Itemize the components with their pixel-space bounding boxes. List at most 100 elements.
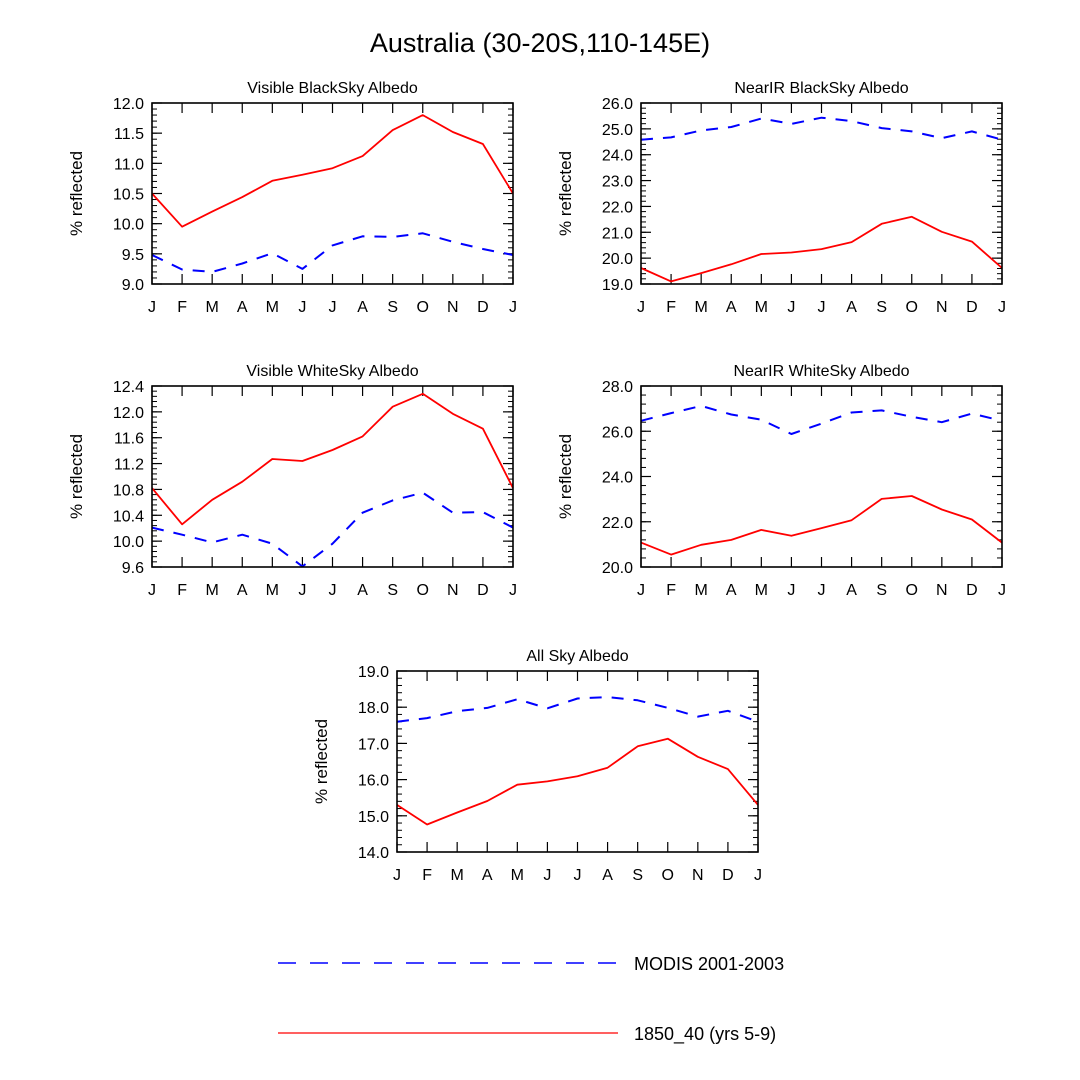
x-tick-label: A bbox=[846, 582, 857, 599]
plot-frame bbox=[396, 670, 759, 853]
x-tick-label: M bbox=[755, 299, 768, 316]
y-axis-label: % reflected bbox=[67, 434, 86, 519]
y-tick-label: 10.5 bbox=[113, 187, 144, 204]
x-tick-label: J bbox=[818, 582, 826, 599]
plot-frame bbox=[640, 385, 1003, 568]
plot-frame bbox=[640, 102, 1003, 285]
x-tick-label: M bbox=[695, 582, 708, 599]
y-tick-label: 26.0 bbox=[602, 96, 633, 113]
figure-title: Australia (30-20S,110-145E) bbox=[370, 28, 710, 58]
series-line-model bbox=[151, 392, 514, 526]
series-line-modis bbox=[151, 232, 514, 273]
panel-title: Visible WhiteSky Albedo bbox=[246, 363, 418, 380]
x-tick-label: A bbox=[237, 299, 248, 316]
x-tick-label: F bbox=[177, 582, 187, 599]
panel-title: Visible BlackSky Albedo bbox=[247, 80, 418, 97]
y-tick-label: 20.0 bbox=[602, 560, 633, 577]
x-tick-label: S bbox=[387, 299, 398, 316]
legend: MODIS 2001-2003 1850_40 (yrs 5-9) bbox=[278, 954, 784, 1045]
y-tick-label: 11.0 bbox=[114, 156, 144, 173]
y-tick-label: 18.0 bbox=[358, 700, 389, 717]
x-tick-label: M bbox=[206, 299, 219, 316]
y-tick-label: 12.0 bbox=[113, 96, 144, 113]
x-tick-label: A bbox=[846, 299, 857, 316]
x-tick-label: A bbox=[726, 299, 737, 316]
x-tick-label: S bbox=[387, 582, 398, 599]
x-tick-label: D bbox=[966, 299, 978, 316]
y-tick-label: 11.5 bbox=[114, 126, 144, 143]
x-tick-label: J bbox=[148, 582, 156, 599]
x-tick-label: O bbox=[906, 582, 918, 599]
x-tick-label: N bbox=[447, 582, 459, 599]
chart-panel-4: NearIR WhiteSky Albedo % reflected J F M A M J J… bbox=[556, 363, 1006, 599]
x-tick-label: J bbox=[393, 867, 401, 884]
y-tick-label: 25.0 bbox=[602, 122, 633, 139]
x-tick-label: D bbox=[477, 299, 489, 316]
series-line-modis bbox=[640, 116, 1003, 141]
chart-panel-1: Visible BlackSky Albedo % reflected J F M A M J… bbox=[67, 80, 517, 316]
y-axis-label: % reflected bbox=[556, 434, 575, 519]
y-tick-label: 17.0 bbox=[358, 736, 389, 753]
chart-panels: Visible BlackSky Albedo % reflected J F M A M J… bbox=[67, 80, 1006, 884]
legend-label-modis: MODIS 2001-2003 bbox=[634, 954, 784, 974]
x-tick-label: J bbox=[329, 299, 337, 316]
y-tick-label: 12.4 bbox=[113, 379, 144, 396]
x-tick-label: M bbox=[755, 582, 768, 599]
x-tick-label: M bbox=[695, 299, 708, 316]
x-tick-label: J bbox=[637, 299, 645, 316]
x-tick-label: J bbox=[998, 299, 1006, 316]
x-tick-label: S bbox=[632, 867, 643, 884]
x-tick-label: O bbox=[417, 299, 429, 316]
x-tick-label: D bbox=[722, 867, 734, 884]
y-tick-label: 19.0 bbox=[358, 664, 389, 681]
y-tick-label: 19.0 bbox=[602, 277, 633, 294]
x-tick-label: J bbox=[754, 867, 762, 884]
x-tick-label: M bbox=[266, 299, 279, 316]
y-tick-label: 10.0 bbox=[113, 534, 144, 551]
y-tick-label: 22.0 bbox=[602, 515, 633, 532]
x-tick-label: A bbox=[602, 867, 613, 884]
x-tick-label: A bbox=[357, 299, 368, 316]
y-tick-label: 23.0 bbox=[602, 174, 633, 191]
x-tick-label: J bbox=[329, 582, 337, 599]
x-tick-label: A bbox=[237, 582, 248, 599]
y-tick-label: 11.6 bbox=[114, 431, 144, 448]
panel-title: All Sky Albedo bbox=[526, 648, 628, 665]
y-tick-label: 26.0 bbox=[602, 424, 633, 441]
x-tick-label: F bbox=[177, 299, 187, 316]
y-tick-label: 28.0 bbox=[602, 379, 633, 396]
chart-panel-2: NearIR BlackSky Albedo % reflected J F M A M J J… bbox=[556, 80, 1006, 316]
y-tick-label: 10.0 bbox=[113, 217, 144, 234]
y-axis-label: % reflected bbox=[312, 719, 331, 804]
x-tick-label: A bbox=[726, 582, 737, 599]
x-tick-label: N bbox=[936, 299, 948, 316]
x-tick-label: S bbox=[876, 582, 887, 599]
x-tick-label: M bbox=[511, 867, 524, 884]
plot-frame bbox=[151, 102, 514, 285]
x-tick-label: N bbox=[692, 867, 704, 884]
x-tick-label: J bbox=[998, 582, 1006, 599]
x-tick-label: O bbox=[417, 582, 429, 599]
x-tick-label: J bbox=[637, 582, 645, 599]
chart-panel-3: Visible WhiteSky Albedo % reflected J F M A M J… bbox=[67, 363, 517, 599]
series-line-model bbox=[640, 495, 1003, 556]
x-tick-label: O bbox=[906, 299, 918, 316]
y-axis-label: % reflected bbox=[556, 151, 575, 236]
x-tick-label: D bbox=[966, 582, 978, 599]
x-tick-label: F bbox=[666, 582, 676, 599]
y-tick-label: 15.0 bbox=[358, 809, 389, 826]
x-tick-label: J bbox=[298, 299, 306, 316]
x-tick-label: J bbox=[509, 299, 517, 316]
plot-frame bbox=[151, 385, 514, 568]
series-line-modis bbox=[640, 404, 1003, 435]
x-tick-label: J bbox=[509, 582, 517, 599]
x-tick-label: A bbox=[482, 867, 493, 884]
y-tick-label: 11.2 bbox=[114, 457, 144, 474]
x-tick-label: J bbox=[298, 582, 306, 599]
y-tick-label: 24.0 bbox=[602, 148, 633, 165]
x-tick-label: M bbox=[266, 582, 279, 599]
series-line-model bbox=[151, 114, 514, 228]
x-tick-label: F bbox=[422, 867, 432, 884]
